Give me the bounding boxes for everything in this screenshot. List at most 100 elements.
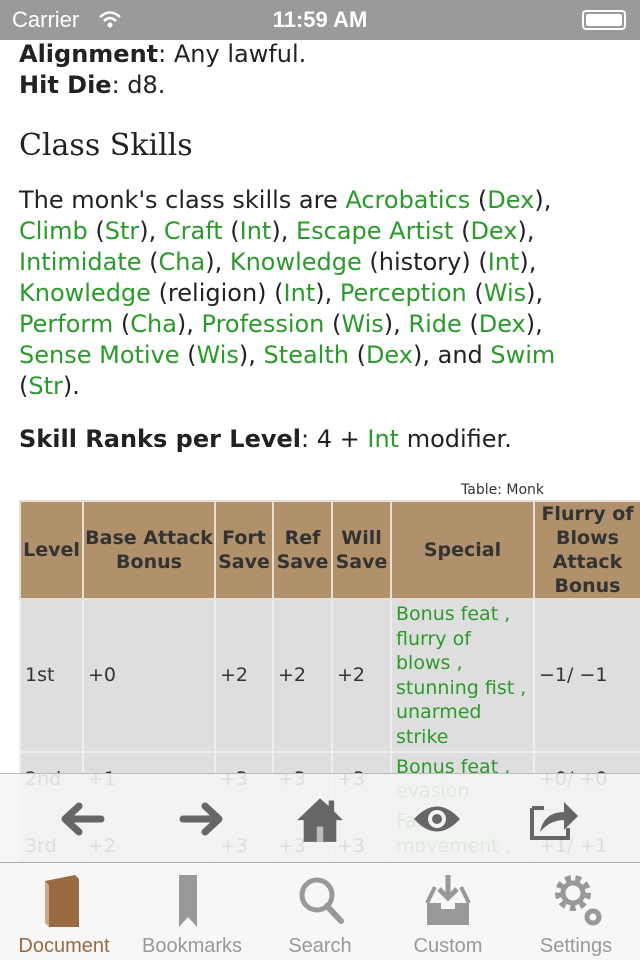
table-row: 1st +0 +2 +2 +2 Bonus feat , flurry of blows … (19, 598, 640, 753)
paragraph-text: ), (519, 248, 537, 276)
skill-link[interactable]: Dex (365, 341, 413, 369)
column-header: Base Attack Bonus (82, 500, 216, 600)
wifi-icon (99, 11, 121, 28)
section-heading: Class Skills (19, 128, 193, 163)
paragraph-text: ), (517, 217, 535, 245)
skill-link[interactable]: Int (283, 279, 316, 307)
alignment-value: : Any lawful. (158, 40, 307, 68)
table-cell: −1/ −1 (533, 598, 640, 753)
tab-custom[interactable]: Custom (384, 863, 512, 961)
skill-link[interactable]: Intimidate (19, 248, 142, 276)
column-header: Fort Save (214, 500, 274, 600)
column-header: Level (19, 500, 84, 600)
skill-link[interactable]: Dex (470, 217, 518, 245)
int-link[interactable]: Int (367, 425, 400, 453)
skill-link[interactable]: Perception (339, 279, 467, 307)
column-header: Special (390, 500, 535, 600)
skill-link[interactable]: Climb (19, 217, 88, 245)
skill-link[interactable]: Int (239, 217, 272, 245)
forward-arrow-icon[interactable] (177, 794, 227, 844)
paragraph-text: (religion) ( (150, 279, 284, 307)
table-cell: +0 (82, 598, 216, 753)
table-cell[interactable]: Bonus feat , flurry of blows , stunning … (390, 598, 535, 753)
skill-link[interactable]: Dex (487, 186, 535, 214)
tab-label: Search (288, 935, 352, 957)
toolbar (0, 773, 640, 862)
column-header: Ref Save (272, 500, 333, 600)
inbox-download-icon (425, 875, 471, 925)
paragraph-text: (history) ( (361, 248, 488, 276)
skill-link[interactable]: Sense Motive (19, 341, 180, 369)
hit-die-value: : d8. (111, 71, 166, 99)
skill-link[interactable]: Knowledge (19, 279, 151, 307)
paragraph-text: ), (534, 186, 552, 214)
skill-link[interactable]: Profession (201, 310, 325, 338)
paragraph-text: ), (315, 279, 340, 307)
tab-search[interactable]: Search (256, 863, 384, 961)
skill-link[interactable]: Cha (130, 310, 177, 338)
paragraph-text: ( (87, 217, 105, 245)
tab-label: Settings (539, 935, 613, 957)
skill-link[interactable]: Int (487, 248, 520, 276)
paragraph-text: The monk's class skills are (19, 186, 346, 214)
tab-label: Bookmarks (141, 935, 243, 957)
column-header: Will Save (331, 500, 392, 600)
skill-link[interactable]: Acrobatics (345, 186, 471, 214)
skill-link[interactable]: Escape Artist (295, 217, 454, 245)
skill-link[interactable]: Craft (163, 217, 223, 245)
skill-link[interactable]: Ride (408, 310, 462, 338)
tab-bookmarks[interactable]: Bookmarks (128, 863, 256, 961)
paragraph-text: ), and (412, 341, 491, 369)
paragraph-text: ), (383, 310, 409, 338)
skill-link[interactable]: Str (28, 372, 63, 400)
clock: 11:59 AM (272, 7, 368, 32)
skill-link[interactable]: Wis (341, 310, 384, 338)
hit-die-label: Hit Die (19, 71, 112, 99)
status-bar: Carrier 11:59 AM (0, 0, 640, 40)
tab-document[interactable]: Document (0, 863, 128, 961)
paragraph-text: ), (525, 310, 543, 338)
table-cell: +2 (331, 598, 392, 753)
book-icon (45, 875, 79, 927)
paragraph-text: ( (453, 217, 471, 245)
paragraph-text: ), (526, 279, 544, 307)
tab-settings[interactable]: Settings (512, 863, 640, 961)
paragraph-text: ( (141, 248, 159, 276)
search-icon (299, 877, 344, 924)
eye-icon[interactable] (412, 794, 462, 844)
skill-link[interactable]: Wis (196, 341, 239, 369)
paragraph-text: ( (466, 279, 484, 307)
paragraph-text: ( (324, 310, 342, 338)
table-caption: Table: Monk (461, 482, 544, 498)
paragraph-text: ( (179, 341, 197, 369)
tab-bar: Document Bookmarks Search Custom Setting… (0, 862, 640, 960)
skill-link[interactable]: Cha (158, 248, 206, 276)
alignment-label: Alignment (19, 40, 159, 68)
back-arrow-icon[interactable] (57, 794, 107, 844)
skill-link[interactable]: Knowledge (229, 248, 362, 276)
skill-link[interactable]: Stealth (263, 341, 349, 369)
column-header: Flurry of Blows Attack Bonus (533, 500, 640, 600)
skill-ranks-text: : 4 + (301, 425, 368, 453)
paragraph-text: ( (348, 341, 366, 369)
skill-link[interactable]: Perform (19, 310, 114, 338)
home-icon[interactable] (295, 794, 345, 844)
skill-link[interactable]: Swim (490, 341, 556, 369)
paragraph-text: ). (62, 372, 80, 400)
tab-label: Document (18, 935, 110, 957)
gear-icon (555, 875, 602, 926)
skill-link[interactable]: Dex (478, 310, 526, 338)
skill-link[interactable]: Wis (483, 279, 527, 307)
paragraph-text: ( (470, 186, 488, 214)
paragraph-text: ), (176, 310, 202, 338)
alignment: Alignment: Any lawful. (19, 40, 306, 68)
share-icon[interactable] (530, 794, 580, 844)
carrier: Carrier (12, 7, 80, 32)
table-cell: 1st (19, 598, 84, 753)
skill-link[interactable]: Str (104, 217, 140, 245)
table-cell: +2 (272, 598, 333, 753)
class-skills-paragraph: The monk's class skills are Acrobatics (… (19, 185, 619, 402)
paragraph-text: ), (205, 248, 230, 276)
skill-ranks-label: Skill Ranks per Level (19, 425, 302, 453)
paragraph-text: ( (113, 310, 131, 338)
